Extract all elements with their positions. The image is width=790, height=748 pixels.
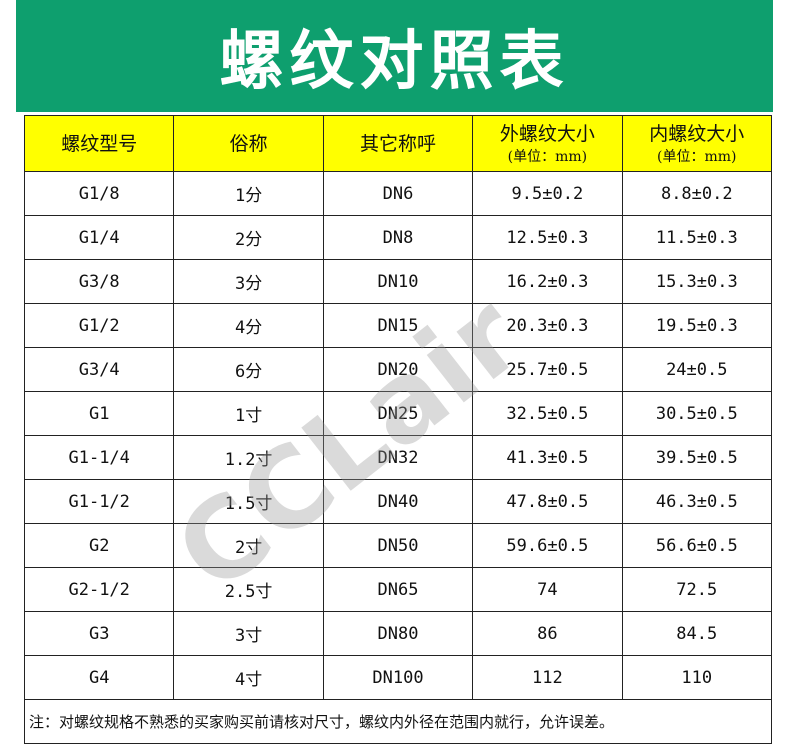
table-cell: 39.5±0.5 [621,435,773,480]
header-cell: 内螺纹大小 (单位：mm) [621,115,773,172]
table-cell: G1 [23,391,175,436]
table-cell: 30.5±0.5 [621,391,773,436]
table-cell: 15.3±0.3 [621,259,773,304]
table-cell: G3/8 [23,259,175,304]
table-cell: DN20 [322,347,474,392]
page-title: 螺纹对照表 [219,25,570,99]
table-cell: 46.3±0.5 [621,479,773,524]
table-cell: 110 [621,655,773,700]
table-cell: 19.5±0.3 [621,303,773,348]
thread-table: 螺纹型号 俗称 其它称呼 外螺纹大小 (单位：mm) 内螺纹大小 (单位：mm) G… [23,115,773,744]
table-cell: G1/4 [23,215,175,260]
table-cell: 2分 [173,215,324,260]
table-cell: G4 [23,655,175,700]
note-row: 注：对螺纹规格不熟悉的买家购买前请核对尺寸，螺纹内外径在范围内就行，允许误差。 [24,699,772,744]
table-cell: 47.8±0.5 [472,479,623,524]
table-cell: DN65 [322,567,474,612]
table-cell: 84.5 [621,611,773,656]
table-row: G2 2寸 DN50 59.6±0.5 56.6±0.5 [23,523,773,568]
table-cell: 25.7±0.5 [472,347,623,392]
table-cell: DN10 [322,259,474,304]
table-row: G3/4 6分 DN20 25.7±0.5 24±0.5 [23,347,773,392]
table-row: G3 3寸 DN80 86 84.5 [23,611,773,656]
table-cell: G2-1/2 [23,567,175,612]
table-cell: 41.3±0.5 [472,435,623,480]
table-cell: 86 [472,611,623,656]
table-cell: 9.5±0.2 [472,171,623,216]
header-label: 内螺纹大小 [649,122,745,145]
table-cell: DN8 [322,215,474,260]
table-cell: 56.6±0.5 [621,523,773,568]
table-cell: DN80 [322,611,474,656]
table-row: G3/8 3分 DN10 16.2±0.3 15.3±0.3 [23,259,773,304]
table-cell: 8.8±0.2 [621,171,773,216]
table-row: G4 4寸 DN100 112 110 [23,655,773,700]
table-cell: DN15 [322,303,474,348]
table-cell: 20.3±0.3 [472,303,623,348]
table-cell: 3分 [173,259,324,304]
table-cell: G2 [23,523,175,568]
header-cell: 其它称呼 [322,115,474,172]
table-cell: 32.5±0.5 [472,391,623,436]
table-cell: 1.5寸 [173,479,324,524]
header-row: 螺纹型号 俗称 其它称呼 外螺纹大小 (单位：mm) 内螺纹大小 (单位：mm) [23,115,773,172]
table-cell: G1/2 [23,303,175,348]
table-cell: 4分 [173,303,324,348]
header-label: 螺纹型号 [61,132,138,155]
table-cell: DN100 [322,655,474,700]
table-row: G1/4 2分 DN8 12.5±0.3 11.5±0.3 [23,215,773,260]
title-banner: 螺纹对照表 [16,0,773,112]
table-cell: 59.6±0.5 [472,523,623,568]
table-cell: DN50 [322,523,474,568]
header-cell: 外螺纹大小 (单位：mm) [472,115,623,172]
table-cell: 6分 [173,347,324,392]
table-cell: 72.5 [621,567,773,612]
header-unit: (单位：mm) [507,148,588,165]
table-cell: 1分 [173,171,324,216]
table-row: G1-1/2 1.5寸 DN40 47.8±0.5 46.3±0.5 [23,479,773,524]
header-cell: 螺纹型号 [23,115,175,172]
table-cell: G3/4 [23,347,175,392]
header-unit: (单位：mm) [657,148,737,165]
table-cell: 2.5寸 [173,567,324,612]
header-label: 其它称呼 [359,132,436,155]
table-row: G1/2 4分 DN15 20.3±0.3 19.5±0.3 [23,303,773,348]
table-cell: G1/8 [23,171,175,216]
table-cell: 1寸 [173,391,324,436]
table-cell: DN25 [322,391,474,436]
table-cell: 1.2寸 [173,435,324,480]
table-row: G1-1/4 1.2寸 DN32 41.3±0.5 39.5±0.5 [23,435,773,480]
table-cell: 11.5±0.3 [621,215,773,260]
table-cell: 4寸 [173,655,324,700]
table-cell: G3 [23,611,175,656]
table-cell: 24±0.5 [621,347,773,392]
table-cell: 12.5±0.3 [472,215,623,260]
table-cell: 112 [472,655,623,700]
header-label: 俗称 [229,132,268,155]
table-cell: DN32 [322,435,474,480]
table-row: G1 1寸 DN25 32.5±0.5 30.5±0.5 [23,391,773,436]
table-cell: 16.2±0.3 [472,259,623,304]
table-cell: DN40 [322,479,474,524]
table-cell: DN6 [322,171,474,216]
table-cell: 2寸 [173,523,324,568]
table-row: G2-1/2 2.5寸 DN65 74 72.5 [23,567,773,612]
header-label: 外螺纹大小 [499,122,595,145]
table-cell: 74 [472,567,623,612]
table-cell: G1-1/4 [23,435,175,480]
note-text: 注：对螺纹规格不熟悉的买家购买前请核对尺寸，螺纹内外径在范围内就行，允许误差。 [24,699,772,744]
header-cell: 俗称 [173,115,324,172]
table-cell: G1-1/2 [23,479,175,524]
table-row: G1/8 1分 DN6 9.5±0.2 8.8±0.2 [23,171,773,216]
table-cell: 3寸 [173,611,324,656]
